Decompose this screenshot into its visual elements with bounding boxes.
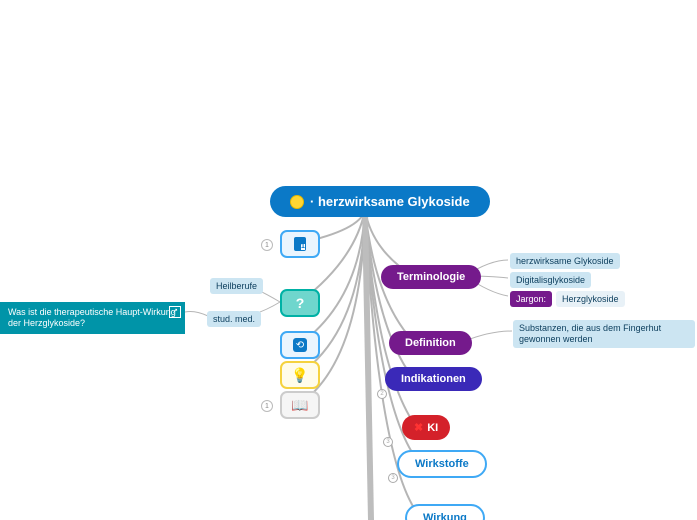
dot-wirkstoffe: 3 xyxy=(388,473,398,483)
ki-label: KI xyxy=(427,422,438,434)
node-wirkstoffe[interactable]: Wirkstoffe xyxy=(397,450,487,478)
root-label: · herzwirksame Glykoside xyxy=(310,194,470,209)
badge-1: 1 xyxy=(261,239,273,251)
refresh-icon: ⟲ xyxy=(293,338,307,352)
book-icon: 📖 xyxy=(291,397,308,414)
badge-2: 1 xyxy=(261,400,273,412)
node-indikationen[interactable]: Indikationen xyxy=(385,367,482,391)
external-link-icon: ↗ xyxy=(169,306,181,318)
node-definition[interactable]: Definition xyxy=(389,331,472,355)
left-icon-bulb[interactable]: 💡 xyxy=(280,361,320,389)
left-icon-book[interactable]: 📖 xyxy=(280,391,320,419)
callout-question[interactable]: Was ist die therapeutische Haupt-Wirkung… xyxy=(0,302,185,334)
node-wirkung[interactable]: Wirkung xyxy=(405,504,485,520)
node-terminologie[interactable]: Terminologie xyxy=(381,265,481,289)
tag-jargon-label[interactable]: Jargon: xyxy=(510,291,552,307)
wirkung-label: Wirkung xyxy=(423,512,467,520)
tag-jargon-value[interactable]: Herzglykoside xyxy=(556,291,625,307)
root-node[interactable]: · herzwirksame Glykoside xyxy=(270,186,490,217)
tag-heilberufe[interactable]: Heilberufe xyxy=(210,278,263,294)
bulb-icon: 💡 xyxy=(291,367,308,384)
terminologie-label: Terminologie xyxy=(397,271,465,283)
node-ki[interactable]: ✖ KI xyxy=(402,415,450,440)
definition-label: Definition xyxy=(405,337,456,349)
tag-term-sub2[interactable]: Digitalisglykoside xyxy=(510,272,591,288)
x-icon: ✖ xyxy=(414,421,423,434)
indikationen-label: Indikationen xyxy=(401,373,466,385)
left-icon-1[interactable]: 1 xyxy=(280,230,320,258)
doc-icon: 1 xyxy=(294,237,306,251)
left-icon-refresh[interactable]: ⟲ xyxy=(280,331,320,359)
tag-term-sub1[interactable]: herzwirksame Glykoside xyxy=(510,253,620,269)
callout-text: Was ist die therapeutische Haupt-Wirkung… xyxy=(8,307,176,328)
dot-ki: 3 xyxy=(383,437,393,447)
left-icon-question[interactable]: ? xyxy=(280,289,320,317)
dot-indik: 2 xyxy=(377,389,387,399)
root-dot-icon xyxy=(290,195,304,209)
tag-definition-text[interactable]: Substanzen, die aus dem Fingerhut gewonn… xyxy=(513,320,695,348)
wirkstoffe-label: Wirkstoffe xyxy=(415,458,469,470)
tag-studmed[interactable]: stud. med. xyxy=(207,311,261,327)
question-icon: ? xyxy=(296,295,305,311)
